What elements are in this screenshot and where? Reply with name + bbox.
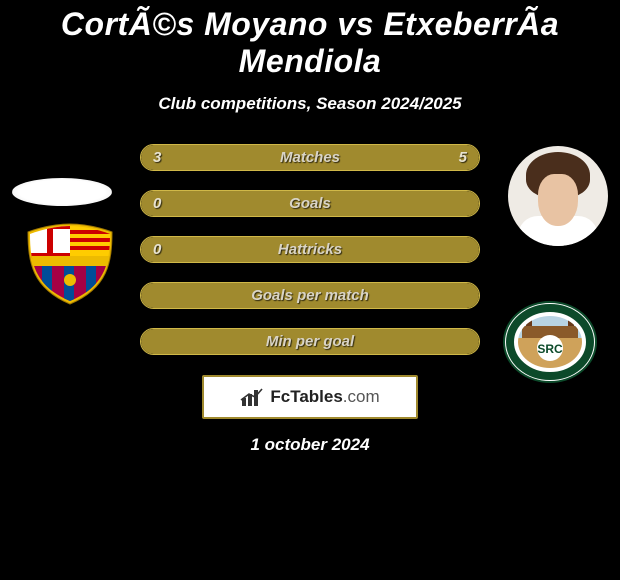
metric-bar-hattricks: 0 Hattricks: [140, 236, 480, 263]
brand-badge: FcTables.com: [202, 375, 418, 419]
metric-label: Hattricks: [278, 241, 342, 258]
metric-value-left: 3: [153, 149, 161, 166]
bar-chart-icon: [240, 386, 264, 408]
page-title: CortÃ©s Moyano vs EtxeberrÃ­a Mendiola: [0, 0, 620, 80]
metric-value-left: 0: [153, 241, 161, 258]
sestao-crest-icon: SRC: [502, 300, 598, 384]
fcb-crest-icon: [20, 222, 120, 306]
metric-label: Goals: [289, 195, 331, 212]
snapshot-date: 1 october 2024: [0, 435, 620, 455]
metric-label: Matches: [280, 149, 340, 166]
metric-value-right: 5: [459, 149, 467, 166]
avatar-placeholder: [12, 178, 112, 206]
metric-bar-matches: 3 5 Matches: [140, 144, 480, 171]
metric-label: Goals per match: [251, 287, 369, 304]
brand-text: FcTables.com: [270, 387, 379, 407]
metric-bars: 3 5 Matches 0 Goals 0 Hattricks Goals per match…: [140, 144, 480, 355]
svg-text:SRC: SRC: [537, 342, 563, 356]
metric-bar-mpg: Min per goal: [140, 328, 480, 355]
player-right-avatar: [508, 146, 608, 246]
player-right-crest: SRC: [502, 300, 598, 384]
metric-bar-goals: 0 Goals: [140, 190, 480, 217]
brand-main: Tables: [290, 387, 343, 406]
metric-value-left: 0: [153, 195, 161, 212]
metric-label: Min per goal: [266, 333, 354, 350]
brand-prefix: Fc: [270, 387, 290, 406]
metric-bar-gpm: Goals per match: [140, 282, 480, 309]
page-subtitle: Club competitions, Season 2024/2025: [0, 94, 620, 114]
player-left-crest: [20, 222, 120, 306]
avatar-face: [508, 146, 608, 246]
brand-suffix: .com: [343, 387, 380, 406]
comparison-panel: SRC 3 5 Matches 0 Goals 0 Hattricks Goals per m…: [0, 144, 620, 455]
